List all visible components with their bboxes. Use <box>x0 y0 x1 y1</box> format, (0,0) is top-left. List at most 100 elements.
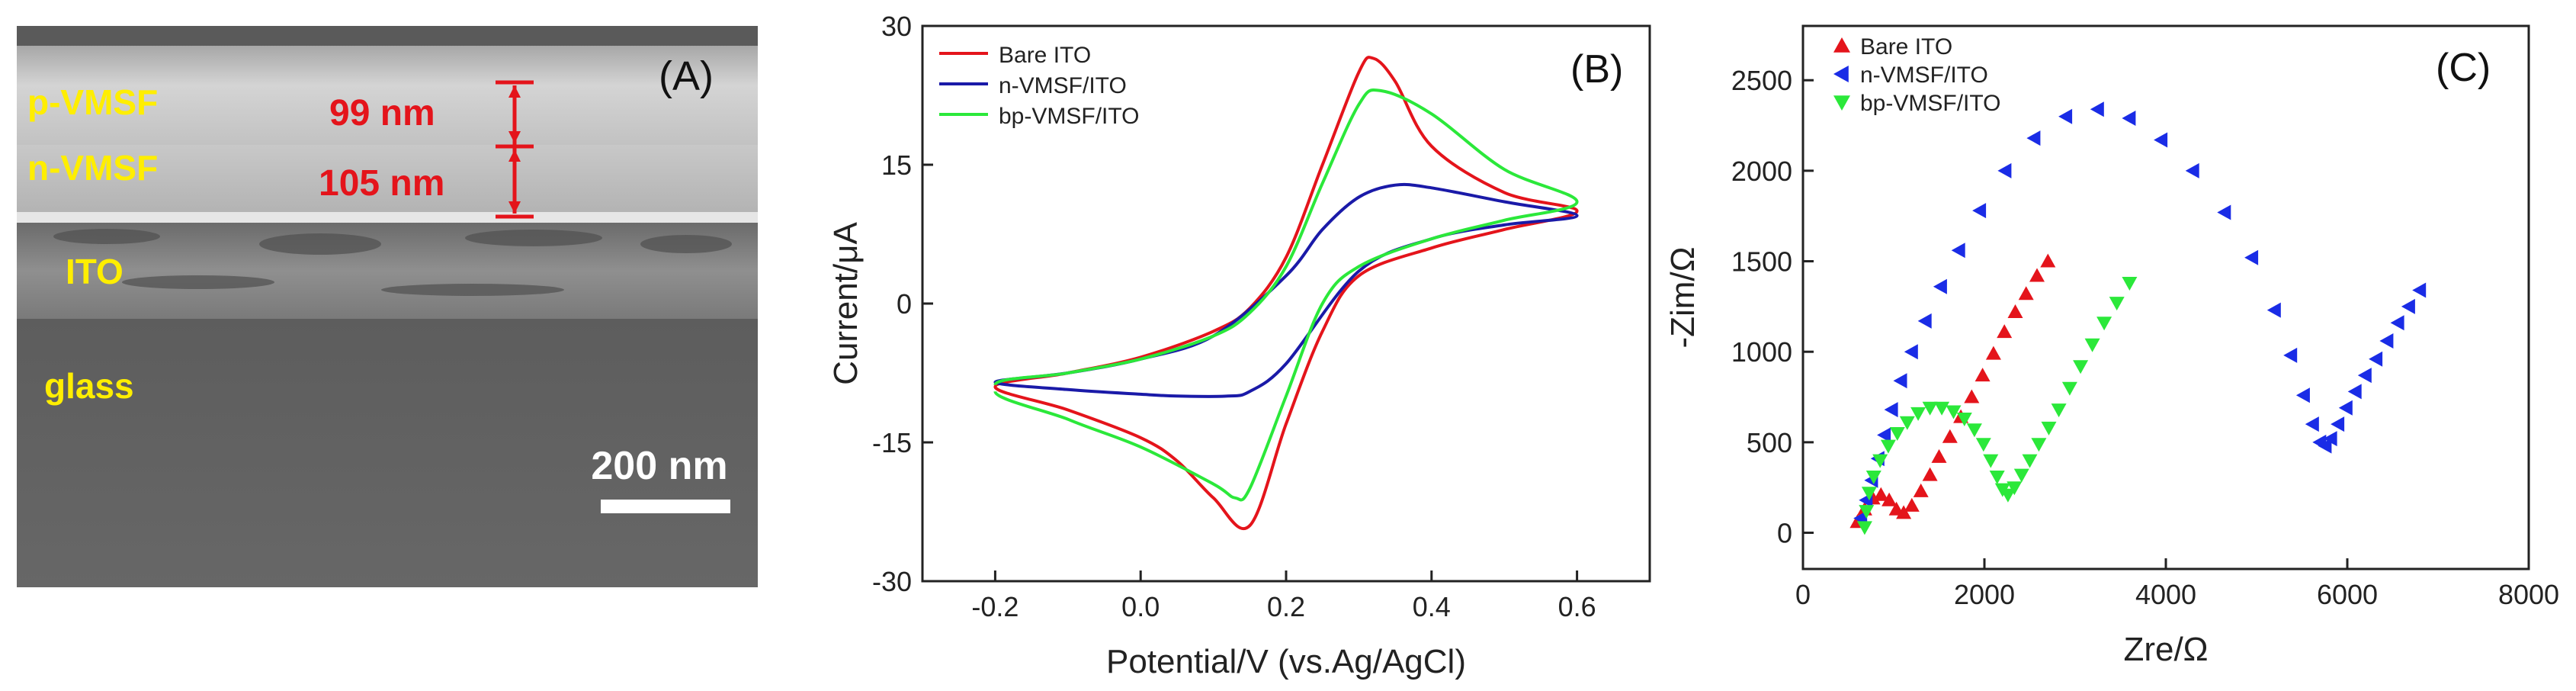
eis-point-bp-vmsf-ito <box>1910 407 1926 421</box>
layer-label-n-vmsf: n-VMSF <box>27 148 158 188</box>
legend-c: Bare ITO n-VMSF/ITO bp-VMSF/ITO <box>1833 34 2000 116</box>
legend-label-n-vmsf: n-VMSF/ITO <box>999 73 1127 98</box>
eis-point-bare-ito <box>1964 389 1980 403</box>
eis-point-n-vmsf-ito <box>1997 162 2012 178</box>
eis-point-bare-ito <box>1881 492 1898 506</box>
cv-y-tick-label: -15 <box>872 427 912 458</box>
eis-point-bp-vmsf-ito <box>1889 427 1905 441</box>
eis-x-tick-label: 2000 <box>1954 579 2015 610</box>
axis-ticks-c <box>1801 79 2530 569</box>
eis-point-bp-vmsf-ito <box>2096 317 2112 331</box>
eis-point-bare-ito <box>2040 253 2056 268</box>
cv-y-tick-label: -30 <box>872 566 912 597</box>
eis-point-n-vmsf-ito <box>2090 101 2104 117</box>
eis-point-n-vmsf-ito <box>1884 402 1898 418</box>
legend-label-bp-vmsf: bp-VMSF/ITO <box>999 104 1139 129</box>
legend-marker-n-vmsf-ito <box>1833 66 1849 82</box>
eis-point-bp-vmsf-ito <box>2061 381 2077 396</box>
eis-point-bare-ito <box>2018 286 2034 301</box>
sem-image-panel: (A) p-VMSF n-VMSF ITO glass 99 nm 105 nm… <box>17 26 758 587</box>
x-tick-labels-b: -0.2 0.0 0.2 0.4 0.6 <box>971 591 1596 622</box>
glass-substrate <box>17 319 758 587</box>
eis-point-n-vmsf-ito <box>2185 162 2199 178</box>
eis-point-bp-vmsf-ito <box>1983 454 1999 468</box>
y-axis-label-b: Current/μA <box>827 222 865 385</box>
eis-point-bp-vmsf-ito <box>2084 338 2100 352</box>
eis-point-n-vmsf-ito <box>2401 298 2415 314</box>
series-lines-b <box>993 56 1579 530</box>
eis-y-tick-label: 500 <box>1747 427 1792 458</box>
eis-point-n-vmsf-ito <box>2154 132 2168 148</box>
series-markers-c <box>1849 101 2427 535</box>
eis-point-bp-vmsf-ito <box>1934 401 1950 416</box>
layer-label-p-vmsf: p-VMSF <box>27 82 158 122</box>
eis-point-bp-vmsf-ito <box>1872 454 1888 468</box>
eis-point-bp-vmsf-ito <box>1856 521 1872 535</box>
eis-series-bp-vmsf-ito <box>1856 277 2138 535</box>
legend-markers-c <box>1833 37 1850 111</box>
cv-x-tick-label: 0.6 <box>1558 591 1596 622</box>
eis-point-n-vmsf-ito <box>1933 278 1947 294</box>
eis-point-bp-vmsf-ito <box>1899 416 1915 430</box>
x-axis-label-c: Zre/Ω <box>2123 631 2208 668</box>
layer-label-glass: glass <box>44 366 134 406</box>
x-tick-labels-c: 0 2000 4000 6000 8000 <box>1795 579 2559 610</box>
eis-point-n-vmsf-ito <box>2058 108 2073 124</box>
eis-point-bare-ito <box>1931 448 1947 463</box>
eis-point-n-vmsf-ito <box>2026 130 2041 146</box>
eis-point-n-vmsf-ito <box>2122 111 2136 126</box>
legend-label-bp-vmsf-c: bp-VMSF/ITO <box>1860 91 2000 116</box>
eis-point-bare-ito <box>1942 429 1958 443</box>
sem-top-edge <box>17 26 758 49</box>
eis-point-bp-vmsf-ito <box>1956 413 1972 426</box>
eis-point-n-vmsf-ito <box>1877 427 1891 443</box>
eis-point-n-vmsf-ito <box>2338 400 2353 416</box>
eis-point-bp-vmsf-ito <box>1946 405 1962 419</box>
cv-x-tick-label: 0.2 <box>1267 591 1305 622</box>
eis-y-tick-label: 1000 <box>1731 336 1792 368</box>
eis-point-bare-ito <box>2007 304 2023 318</box>
eis-point-n-vmsf-ito <box>2412 282 2427 298</box>
eis-point-bp-vmsf-ito <box>2000 488 2016 503</box>
y-tick-labels-b: -30 -15 0 15 30 <box>872 11 912 597</box>
eis-y-tick-label: 1500 <box>1731 246 1792 278</box>
eis-x-tick-label: 0 <box>1795 579 1811 610</box>
eis-point-bp-vmsf-ito <box>2013 468 2029 483</box>
eis-point-bare-ito <box>1975 368 1991 382</box>
eis-point-n-vmsf-ito <box>2295 387 2310 403</box>
legend-b: Bare ITO n-VMSF/ITO bp-VMSF/ITO <box>939 43 1139 129</box>
cv-x-tick-label: -0.2 <box>971 591 1019 622</box>
y-tick-labels-c: 0 500 1000 1500 2000 2500 <box>1731 65 1792 548</box>
cv-line-bp-vmsf-ito <box>993 88 1579 502</box>
eis-point-n-vmsf-ito <box>2283 347 2298 363</box>
legend-label-n-vmsf-c: n-VMSF/ITO <box>1860 63 1988 88</box>
cv-x-tick-label: 0.0 <box>1121 591 1160 622</box>
panel-b-label: (B) <box>1570 47 1623 92</box>
eis-point-bp-vmsf-ito <box>1861 487 1877 501</box>
eis-point-n-vmsf-ito <box>2217 204 2231 220</box>
nyquist-chart: 0 2000 4000 6000 8000 0 500 1000 1500 2000 2500 (… <box>1664 24 2559 668</box>
eis-point-n-vmsf-ito <box>2266 302 2281 318</box>
eis-point-bare-ito <box>1904 497 1920 512</box>
legend-label-bare-ito: Bare ITO <box>999 43 1091 68</box>
cv-y-tick-label: 0 <box>897 288 912 320</box>
cv-line-n-vmsf-ito <box>993 182 1579 398</box>
cv-chart: -0.2 0.0 0.2 0.4 0.6 -30 -15 0 15 30 (B) Potenti… <box>827 11 1651 680</box>
eis-point-bp-vmsf-ito <box>2073 360 2089 374</box>
ito-texture <box>53 229 732 296</box>
x-axis-label-b: Potential/V (vs.Ag/AgCl) <box>1106 643 1466 680</box>
y-axis-label-c: -Zim/Ω <box>1664 246 1702 348</box>
eis-point-bp-vmsf-ito <box>2041 421 2057 435</box>
eis-point-bp-vmsf-ito <box>2031 438 2047 452</box>
legend-label-bare-ito-c: Bare ITO <box>1860 34 1952 59</box>
eis-x-tick-label: 4000 <box>2135 579 2196 610</box>
eis-point-bp-vmsf-ito <box>1859 505 1875 519</box>
interface-bright-line <box>17 212 758 223</box>
eis-y-tick-label: 2500 <box>1731 65 1792 96</box>
eis-x-tick-label: 8000 <box>2498 579 2559 610</box>
axis-ticks-b <box>922 24 1579 583</box>
eis-point-n-vmsf-ito <box>2318 438 2332 454</box>
panel-a-label: (A) <box>659 53 714 99</box>
eis-point-bp-vmsf-ito <box>2051 403 2067 418</box>
